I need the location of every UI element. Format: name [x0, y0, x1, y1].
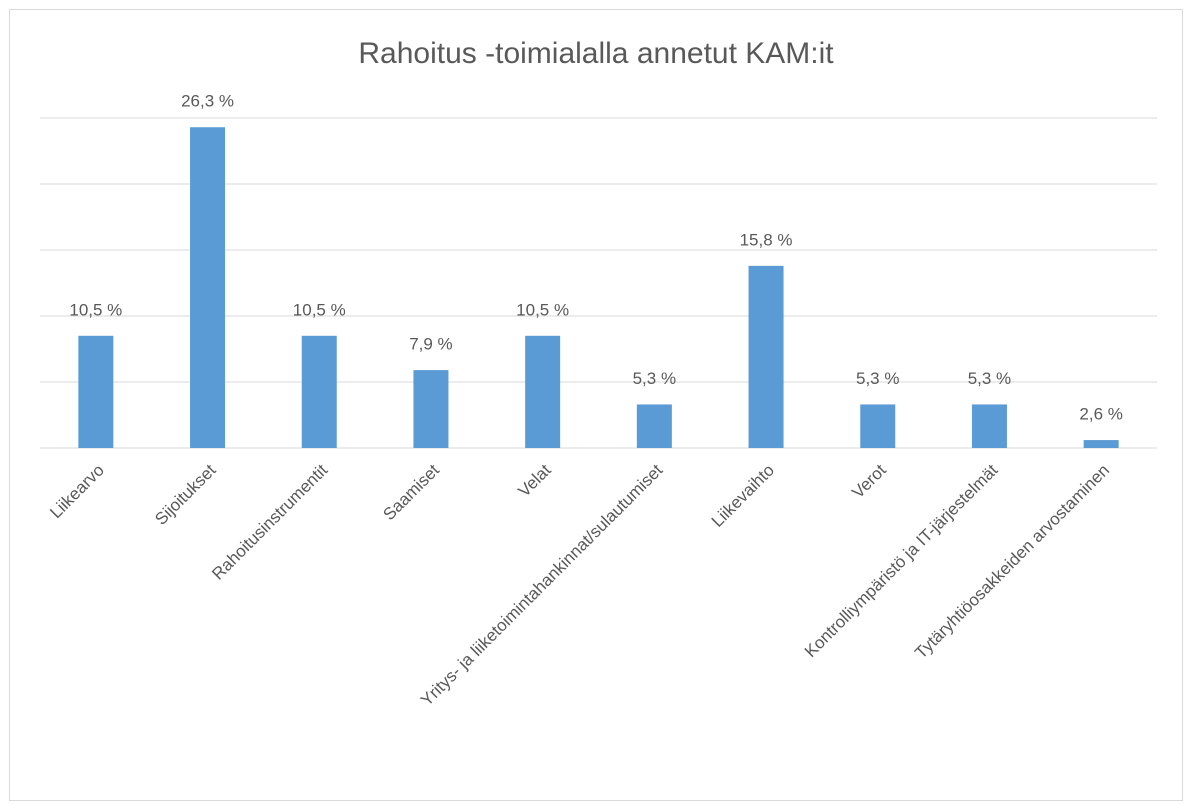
- data-label: 2,6 %: [1079, 405, 1122, 424]
- data-label: 10,5 %: [293, 300, 346, 319]
- bar: [190, 127, 226, 449]
- bar: [413, 370, 449, 448]
- data-label: 7,9 %: [409, 335, 452, 354]
- bar: [301, 335, 337, 448]
- data-label: 15,8 %: [740, 230, 793, 249]
- data-label: 5,3 %: [968, 369, 1011, 388]
- data-label: 10,5 %: [516, 300, 569, 319]
- bar: [748, 265, 784, 448]
- data-label: 26,3 %: [181, 92, 234, 111]
- bar: [1083, 440, 1119, 448]
- bar: [78, 335, 114, 448]
- chart-title: Rahoitus -toimialalla annetut KAM:it: [358, 37, 834, 70]
- bar: [860, 404, 896, 448]
- data-label: 5,3 %: [856, 369, 899, 388]
- bar: [971, 404, 1007, 448]
- bar: [525, 335, 561, 448]
- data-label: 10,5 %: [69, 300, 122, 319]
- data-label: 5,3 %: [633, 369, 676, 388]
- bar: [636, 404, 672, 448]
